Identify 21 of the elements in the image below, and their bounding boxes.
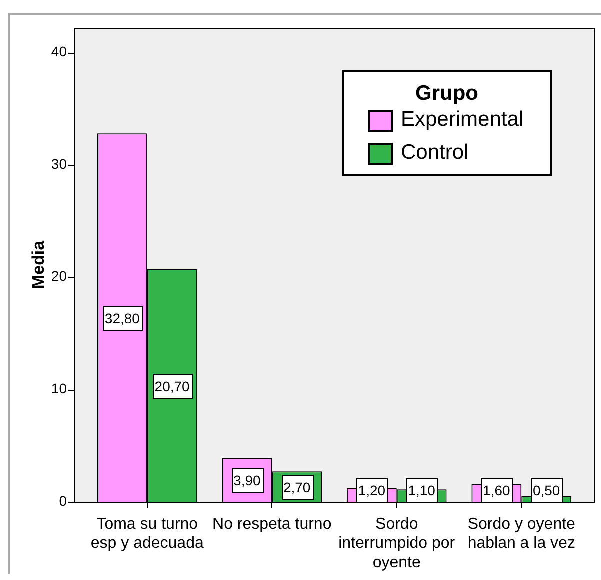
x-tick-label: Sordo interrumpido por oyente [338, 516, 456, 572]
data-label: 1,20 [358, 482, 386, 498]
legend-label: Experimental [401, 108, 524, 131]
data-label: 1,60 [483, 482, 511, 498]
x-tick-label: No respeta turno [212, 516, 332, 534]
y-tick-label: 0 [59, 492, 68, 509]
data-label: 3,90 [234, 472, 262, 488]
data-label: 2,70 [283, 479, 311, 496]
y-tick-label: 40 [51, 44, 68, 60]
data-label: 32,80 [104, 310, 140, 326]
data-label: 20,70 [154, 378, 190, 394]
x-tick-label: Sordo y oyente hablan a la vez [468, 516, 576, 552]
legend-title: Grupo [416, 82, 478, 105]
y-axis-title: Media [28, 240, 48, 290]
y-tick-label: 20 [51, 268, 68, 284]
x-tick-label: Toma su turno esp y adecuada [90, 516, 204, 552]
y-tick-label: 30 [51, 156, 68, 172]
legend-label: Control [401, 140, 469, 164]
data-label: 0,50 [532, 482, 560, 498]
y-tick-label: 10 [51, 380, 68, 397]
data-label: 1,10 [408, 482, 436, 498]
